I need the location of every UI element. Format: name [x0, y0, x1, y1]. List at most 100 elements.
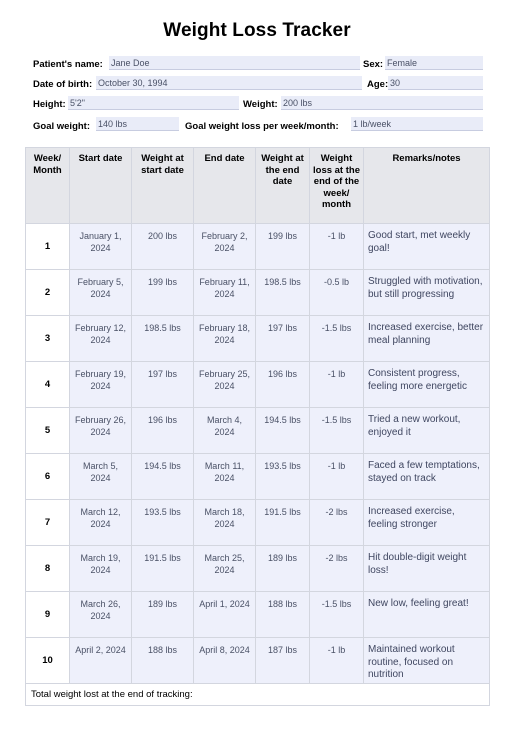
end-date-cell[interactable]: February 25, 2024	[193, 361, 256, 408]
weight-loss-cell[interactable]: -1.5 lbs	[309, 407, 364, 454]
end-date-cell[interactable]: April 8, 2024	[193, 637, 256, 684]
start-weight-cell[interactable]: 193.5 lbs	[131, 499, 194, 546]
header-end-weight: Weight at the end date	[255, 147, 310, 224]
end-weight-cell[interactable]: 191.5 lbs	[255, 499, 310, 546]
end-weight-cell[interactable]: 188 lbs	[255, 591, 310, 638]
week-number: 1	[25, 223, 70, 270]
remarks-cell[interactable]: Maintained workout routine, focused on n…	[363, 637, 490, 684]
table-row: 1 January 1, 2024 200 lbs February 2, 20…	[25, 223, 490, 270]
weight-loss-cell[interactable]: -0.5 lb	[309, 269, 364, 316]
patient-name-label: Patient's name:	[33, 59, 103, 70]
start-date-cell[interactable]: February 26, 2024	[69, 407, 132, 454]
table-header-row: Week/ Month Start date Weight at start d…	[25, 147, 490, 224]
end-date-cell[interactable]: February 18, 2024	[193, 315, 256, 362]
weight-field[interactable]: 200 lbs	[281, 96, 483, 110]
header-remarks: Remarks/notes	[363, 147, 490, 224]
week-number: 8	[25, 545, 70, 592]
week-number: 7	[25, 499, 70, 546]
end-date-cell[interactable]: March 25, 2024	[193, 545, 256, 592]
week-number: 6	[25, 453, 70, 500]
start-weight-cell[interactable]: 197 lbs	[131, 361, 194, 408]
remarks-cell[interactable]: Consistent progress, feeling more energe…	[363, 361, 490, 408]
start-weight-cell[interactable]: 198.5 lbs	[131, 315, 194, 362]
remarks-cell[interactable]: Increased exercise, better meal planning	[363, 315, 490, 362]
goal-weight-label: Goal weight:	[33, 121, 90, 132]
goal-rate-field[interactable]: 1 lb/week	[351, 117, 483, 131]
weight-loss-cell[interactable]: -1 lb	[309, 223, 364, 270]
dob-label: Date of birth:	[33, 79, 93, 90]
start-date-cell[interactable]: January 1, 2024	[69, 223, 132, 270]
start-weight-cell[interactable]: 194.5 lbs	[131, 453, 194, 500]
remarks-cell[interactable]: Hit double-digit weight loss!	[363, 545, 490, 592]
end-date-cell[interactable]: February 2, 2024	[193, 223, 256, 270]
total-weight-lost-label: Total weight lost at the end of tracking…	[25, 683, 490, 706]
header-end-date: End date	[193, 147, 256, 224]
end-weight-cell[interactable]: 193.5 lbs	[255, 453, 310, 500]
table-row: 5 February 26, 2024 196 lbs March 4, 202…	[25, 407, 490, 454]
remarks-cell[interactable]: Struggled with motivation, but still pro…	[363, 269, 490, 316]
start-weight-cell[interactable]: 189 lbs	[131, 591, 194, 638]
remarks-cell[interactable]: Tried a new workout, enjoyed it	[363, 407, 490, 454]
weight-label: Weight:	[243, 99, 278, 110]
table-row: 3 February 12, 2024 198.5 lbs February 1…	[25, 315, 490, 362]
age-field[interactable]: 30	[388, 76, 483, 90]
height-field[interactable]: 5'2"	[68, 96, 239, 110]
week-number: 5	[25, 407, 70, 454]
end-date-cell[interactable]: March 11, 2024	[193, 453, 256, 500]
start-weight-cell[interactable]: 200 lbs	[131, 223, 194, 270]
start-date-cell[interactable]: February 5, 2024	[69, 269, 132, 316]
header-start-date: Start date	[69, 147, 132, 224]
end-weight-cell[interactable]: 189 lbs	[255, 545, 310, 592]
start-weight-cell[interactable]: 196 lbs	[131, 407, 194, 454]
patient-name-field[interactable]: Jane Doe	[109, 56, 360, 70]
table-row: 7 March 12, 2024 193.5 lbs March 18, 202…	[25, 499, 490, 546]
dob-field[interactable]: October 30, 1994	[96, 76, 362, 90]
end-date-cell[interactable]: February 11, 2024	[193, 269, 256, 316]
start-date-cell[interactable]: March 5, 2024	[69, 453, 132, 500]
end-date-cell[interactable]: April 1, 2024	[193, 591, 256, 638]
remarks-cell[interactable]: New low, feeling great!	[363, 591, 490, 638]
table-row: 6 March 5, 2024 194.5 lbs March 11, 2024…	[25, 453, 490, 500]
week-number: 4	[25, 361, 70, 408]
table-row: 8 March 19, 2024 191.5 lbs March 25, 202…	[25, 545, 490, 592]
weight-loss-cell[interactable]: -1 lb	[309, 361, 364, 408]
start-date-cell[interactable]: February 12, 2024	[69, 315, 132, 362]
end-weight-cell[interactable]: 187 lbs	[255, 637, 310, 684]
start-date-cell[interactable]: April 2, 2024	[69, 637, 132, 684]
week-number: 10	[25, 637, 70, 684]
remarks-cell[interactable]: Increased exercise, feeling stronger	[363, 499, 490, 546]
sex-field[interactable]: Female	[385, 56, 483, 70]
weight-loss-cell[interactable]: -2 lbs	[309, 545, 364, 592]
age-label: Age:	[367, 79, 389, 90]
remarks-cell[interactable]: Good start, met weekly goal!	[363, 223, 490, 270]
weight-loss-cell[interactable]: -1.5 lbs	[309, 315, 364, 362]
header-week: Week/ Month	[25, 147, 70, 224]
start-weight-cell[interactable]: 188 lbs	[131, 637, 194, 684]
end-weight-cell[interactable]: 197 lbs	[255, 315, 310, 362]
start-weight-cell[interactable]: 199 lbs	[131, 269, 194, 316]
end-weight-cell[interactable]: 199 lbs	[255, 223, 310, 270]
weight-loss-cell[interactable]: -1 lb	[309, 637, 364, 684]
end-weight-cell[interactable]: 194.5 lbs	[255, 407, 310, 454]
goal-weight-field[interactable]: 140 lbs	[96, 117, 179, 131]
height-label: Height:	[33, 99, 66, 110]
start-date-cell[interactable]: March 26, 2024	[69, 591, 132, 638]
table-row: 10 April 2, 2024 188 lbs April 8, 2024 1…	[25, 637, 490, 684]
weight-loss-cell[interactable]: -2 lbs	[309, 499, 364, 546]
weight-loss-cell[interactable]: -1 lb	[309, 453, 364, 500]
start-date-cell[interactable]: March 19, 2024	[69, 545, 132, 592]
week-number: 2	[25, 269, 70, 316]
start-weight-cell[interactable]: 191.5 lbs	[131, 545, 194, 592]
end-date-cell[interactable]: March 18, 2024	[193, 499, 256, 546]
end-date-cell[interactable]: March 4, 2024	[193, 407, 256, 454]
weight-loss-cell[interactable]: -1.5 lbs	[309, 591, 364, 638]
table-row: 4 February 19, 2024 197 lbs February 25,…	[25, 361, 490, 408]
remarks-cell[interactable]: Faced a few temptations, stayed on track	[363, 453, 490, 500]
tracker-table: Week/ Month Start date Weight at start d…	[25, 147, 490, 706]
start-date-cell[interactable]: March 12, 2024	[69, 499, 132, 546]
table-row: 9 March 26, 2024 189 lbs April 1, 2024 1…	[25, 591, 490, 638]
end-weight-cell[interactable]: 196 lbs	[255, 361, 310, 408]
total-row: Total weight lost at the end of tracking…	[25, 683, 490, 706]
end-weight-cell[interactable]: 198.5 lbs	[255, 269, 310, 316]
start-date-cell[interactable]: February 19, 2024	[69, 361, 132, 408]
